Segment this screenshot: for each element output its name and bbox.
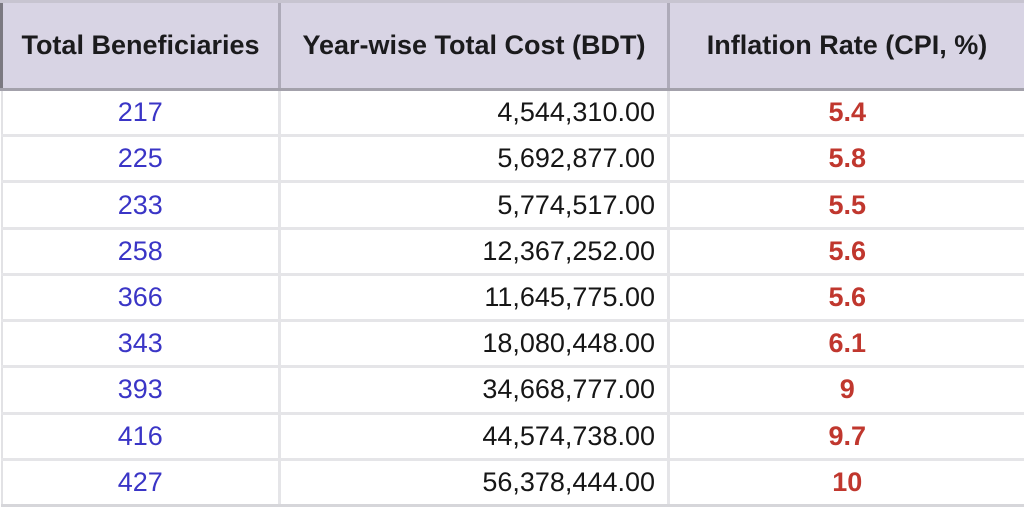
table-row: 258 12,367,252.00 5.6 — [0, 226, 1024, 275]
table-row: 233 5,774,517.00 5.5 — [0, 180, 1024, 229]
inflation-cell: 9 — [667, 365, 1024, 414]
inflation-cell: 5.5 — [667, 180, 1024, 229]
inflation-cell: 9.7 — [667, 411, 1024, 460]
cost-cell: 18,080,448.00 — [278, 319, 669, 367]
table-row: 427 56,378,444.00 10 — [0, 457, 1024, 507]
inflation-cell: 5.4 — [667, 89, 1024, 136]
inflation-cell: 5.6 — [667, 272, 1024, 321]
column-header-total-beneficiaries: Total Beneficiaries — [0, 0, 280, 91]
table-row: 416 44,574,738.00 9.7 — [0, 411, 1024, 460]
table-row: 225 5,692,877.00 5.8 — [0, 134, 1024, 182]
table-header-row: Total Beneficiaries Year-wise Total Cost… — [0, 0, 1024, 91]
beneficiaries-cell: 427 — [0, 457, 280, 507]
beneficiaries-cell: 366 — [0, 272, 280, 321]
cost-cell: 4,544,310.00 — [278, 89, 669, 136]
beneficiaries-cell: 217 — [0, 89, 280, 136]
table-row: 217 4,544,310.00 5.4 — [0, 89, 1024, 136]
beneficiaries-cell: 233 — [0, 180, 280, 229]
beneficiaries-cell: 258 — [0, 226, 280, 275]
cost-cell: 56,378,444.00 — [278, 457, 669, 507]
table-row: 393 34,668,777.00 9 — [0, 365, 1024, 414]
column-header-yearwise-total-cost: Year-wise Total Cost (BDT) — [278, 0, 669, 91]
cost-cell: 5,692,877.00 — [278, 134, 669, 182]
table-row: 366 11,645,775.00 5.6 — [0, 272, 1024, 321]
cost-cell: 12,367,252.00 — [278, 226, 669, 275]
cost-cell: 11,645,775.00 — [278, 272, 669, 321]
beneficiaries-cell: 393 — [0, 365, 280, 414]
cost-cell: 44,574,738.00 — [278, 411, 669, 460]
beneficiaries-cell: 225 — [0, 134, 280, 182]
cost-cell: 34,668,777.00 — [278, 365, 669, 414]
inflation-cell: 6.1 — [667, 319, 1024, 367]
inflation-cell: 5.8 — [667, 134, 1024, 182]
column-header-inflation-rate: Inflation Rate (CPI, %) — [667, 0, 1024, 91]
table-row: 343 18,080,448.00 6.1 — [0, 319, 1024, 367]
inflation-cell: 10 — [667, 457, 1024, 507]
inflation-cell: 5.6 — [667, 226, 1024, 275]
beneficiaries-cell: 416 — [0, 411, 280, 460]
cost-cell: 5,774,517.00 — [278, 180, 669, 229]
beneficiaries-cell: 343 — [0, 319, 280, 367]
